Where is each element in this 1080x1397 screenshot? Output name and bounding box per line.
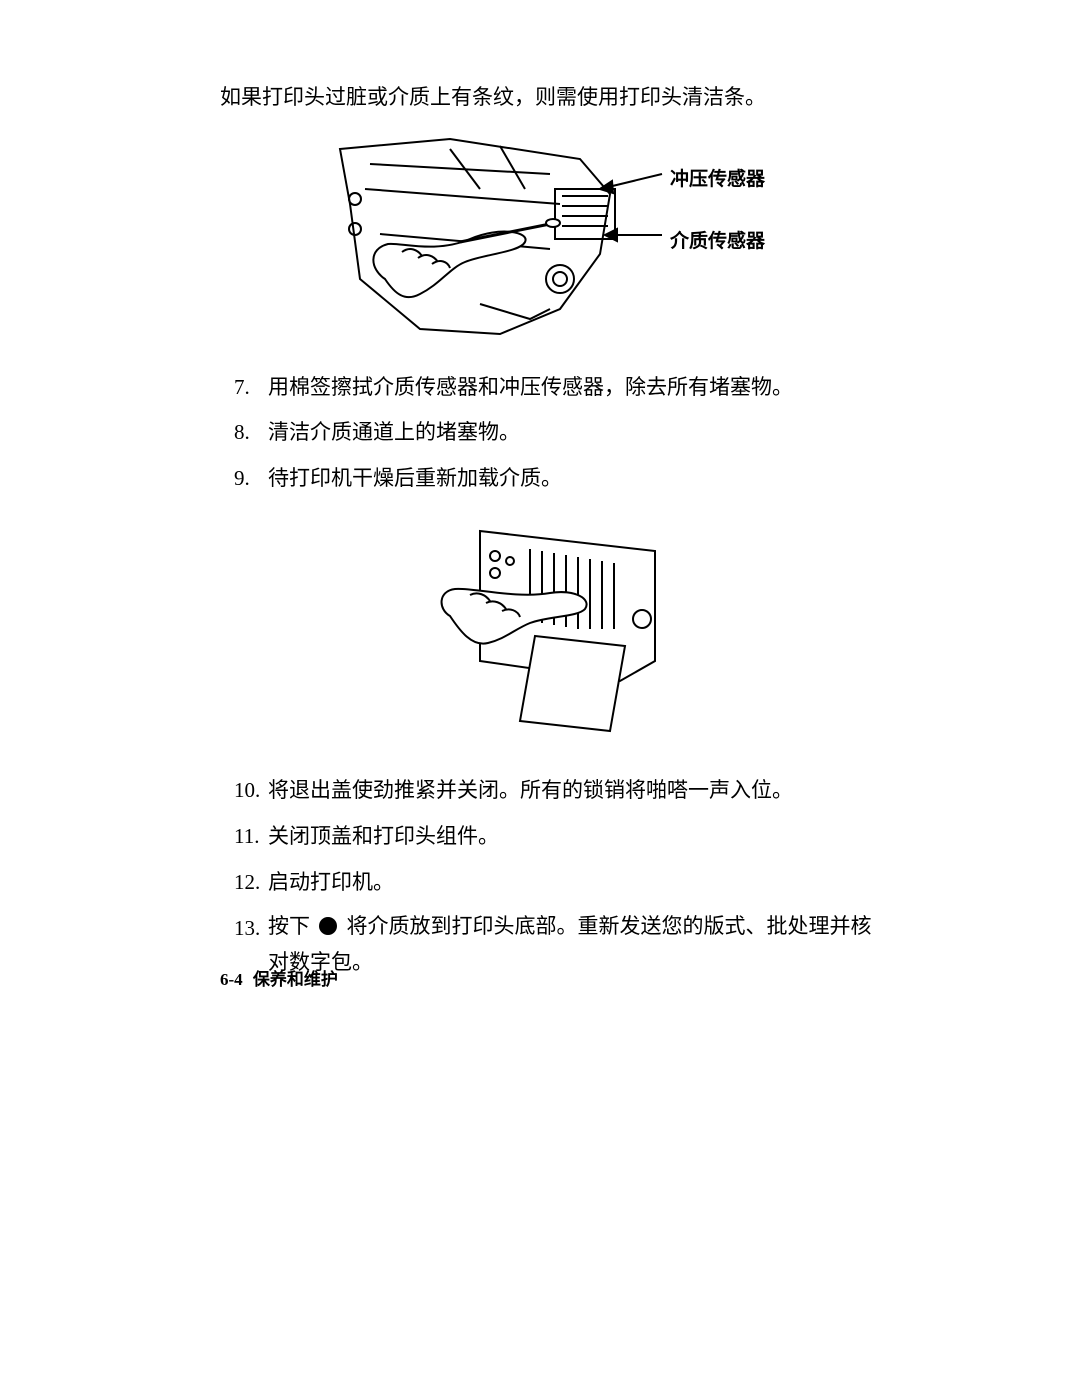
step-number: 8. (220, 413, 268, 453)
figure1-label-media-sensor: 介质传感器 (670, 226, 765, 253)
step-number: 10. (220, 771, 268, 811)
step-text: 待打印机干燥后重新加载介质。 (268, 459, 880, 499)
step-10: 10. 将退出盖使劲推紧并关闭。所有的锁销将啪嗒一声入位。 (220, 771, 880, 811)
step-number: 9. (220, 459, 268, 499)
feed-button-icon (319, 917, 337, 935)
figure1-label-stamp-sensor: 冲压传感器 (670, 164, 765, 191)
step-7: 7. 用棉签擦拭介质传感器和冲压传感器，除去所有堵塞物。 (220, 368, 880, 408)
step-number: 12. (220, 863, 268, 903)
figure-reload-media (420, 521, 680, 741)
step-text: 关闭顶盖和打印头组件。 (268, 817, 880, 857)
footer-section-title: 保养和维护 (253, 970, 338, 989)
step-text: 将退出盖使劲推紧并关闭。所有的锁销将啪嗒一声入位。 (268, 771, 880, 811)
step-number: 7. (220, 368, 268, 408)
footer-page-number: 6-4 (220, 970, 243, 989)
figure-sensors: 冲压传感器 介质传感器 (300, 134, 800, 344)
step-9: 9. 待打印机干燥后重新加载介质。 (220, 459, 880, 499)
page-footer: 6-4 保养和维护 (220, 965, 338, 990)
step13-text-b: 将介质放到打印头底部。重新发送您的版式、批处理并核对数字包。 (268, 914, 872, 974)
figure-reload-svg (420, 521, 680, 741)
step-text: 清洁介质通道上的堵塞物。 (268, 413, 880, 453)
step-number: 11. (220, 817, 268, 857)
page-content: 如果打印头过脏或介质上有条纹，则需使用打印头清洁条。 (220, 82, 880, 986)
step-text: 启动打印机。 (268, 863, 880, 903)
intro-text: 如果打印头过脏或介质上有条纹，则需使用打印头清洁条。 (220, 82, 880, 114)
steps-list: 7. 用棉签擦拭介质传感器和冲压传感器，除去所有堵塞物。 8. 清洁介质通道上的… (220, 368, 880, 500)
step-8: 8. 清洁介质通道上的堵塞物。 (220, 413, 880, 453)
step-12: 12. 启动打印机。 (220, 863, 880, 903)
step-text: 按下 将介质放到打印头底部。重新发送您的版式、批处理并核对数字包。 (268, 909, 880, 980)
steps-list-2: 10. 将退出盖使劲推紧并关闭。所有的锁销将啪嗒一声入位。 11. 关闭顶盖和打… (220, 771, 880, 980)
step-11: 11. 关闭顶盖和打印头组件。 (220, 817, 880, 857)
step-text: 用棉签擦拭介质传感器和冲压传感器，除去所有堵塞物。 (268, 368, 880, 408)
step13-text-a: 按下 (268, 914, 310, 938)
